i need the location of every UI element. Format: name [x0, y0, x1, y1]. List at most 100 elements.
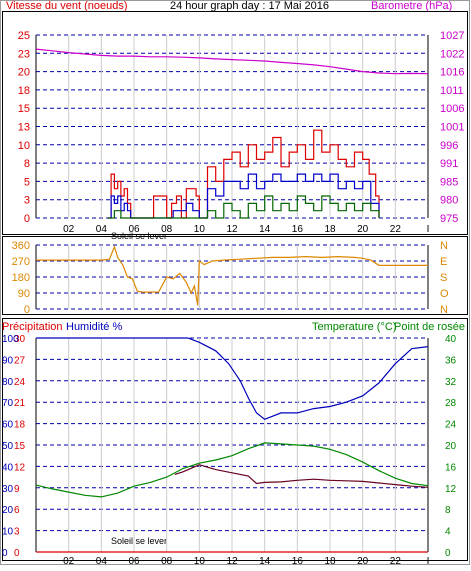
- wind-tick-label: 8: [24, 158, 30, 170]
- baro-tick-label: 1006: [440, 103, 464, 115]
- wind-tick-label: 18: [18, 85, 30, 97]
- climate-x-tick: 22: [390, 556, 402, 566]
- temperature-tick-label: 20: [445, 441, 457, 452]
- baro-tick-label: 1011: [440, 85, 464, 97]
- baro-tick-label: 980: [440, 195, 458, 207]
- wind-x-tick: 20: [357, 224, 369, 235]
- direction-compass-label: S: [440, 272, 447, 284]
- direction-tick-label: 180: [12, 272, 30, 284]
- humidity-tick-label: 80: [2, 377, 14, 388]
- direction-compass-label: E: [440, 256, 447, 268]
- wind-x-tick: 02: [63, 224, 75, 235]
- wind-x-tick: 14: [259, 224, 271, 235]
- wind-speed-label: Vitesse du vent (noeuds): [6, 0, 127, 12]
- wind-minimum-series: [107, 195, 380, 219]
- direction-series-line: [36, 244, 428, 306]
- temperature-tick-label: 4: [445, 527, 451, 538]
- temperature-series-line: [35, 442, 429, 498]
- direction-tick-label: 270: [12, 256, 30, 268]
- temperature-tick-label: 8: [445, 505, 451, 516]
- wind-tick-label: 3: [24, 195, 30, 207]
- temperature-tick-label: 40: [445, 334, 457, 345]
- wind-gust-series: [107, 129, 380, 219]
- precip-tick-label: 15: [14, 441, 26, 452]
- baro-tick-label: 985: [440, 176, 458, 188]
- climate-panel-frame: [2, 318, 468, 561]
- temperature-tick-label: 36: [445, 355, 457, 366]
- sunrise-label-bottom: Soleil se lever: [111, 536, 167, 546]
- climate-x-tick: 04: [96, 556, 108, 566]
- precip-tick-label: 6: [14, 505, 20, 516]
- wind-tick-label: 23: [18, 48, 30, 60]
- climate-x-tick: 14: [259, 556, 271, 566]
- precip-tick-label: 12: [14, 462, 26, 473]
- temperature-tick-label: 32: [445, 377, 457, 388]
- direction-tick-label: 90: [18, 288, 30, 300]
- wind-tick-label: 10: [18, 140, 30, 152]
- direction-tick-label: 360: [12, 240, 30, 252]
- direction-compass-label: N: [440, 304, 448, 316]
- wind-x-tick: I: [427, 224, 430, 235]
- wind-x-tick: 18: [324, 224, 336, 235]
- climate-x-tick: 20: [357, 556, 369, 566]
- climate-x-tick: 18: [324, 556, 336, 566]
- climate-x-tick: 10: [194, 556, 206, 566]
- humidity-tick-label: 90: [2, 355, 14, 366]
- wind-tick-label: 15: [18, 103, 30, 115]
- wind-x-tick: 22: [390, 224, 402, 235]
- climate-x-tick: 02: [63, 556, 75, 566]
- wind-average-series: [107, 173, 380, 219]
- wind-tick-label: 20: [18, 67, 30, 79]
- baro-tick-label: 996: [440, 140, 458, 152]
- direction-panel-frame: [2, 236, 468, 315]
- humidity-tick-label: 60: [2, 420, 14, 431]
- baro-tick-label: 1027: [440, 30, 464, 42]
- baro-tick-label: 975: [440, 213, 458, 225]
- climate-x-tick: I: [427, 556, 430, 566]
- sunrise-label-top: Soleil se lever: [111, 231, 167, 241]
- baro-tick-label: 1016: [440, 67, 464, 79]
- temperature-tick-label: 28: [445, 398, 457, 409]
- precip-tick-label: 24: [14, 377, 26, 388]
- wind-x-tick: 04: [96, 224, 108, 235]
- direction-tick-label: 0: [24, 304, 30, 316]
- baro-tick-label: 1001: [440, 122, 464, 134]
- humidity-series-line: [36, 337, 429, 420]
- wind-panel-frame: [2, 11, 468, 235]
- direction-compass-label: O: [440, 288, 449, 300]
- precip-tick-label: 27: [14, 355, 26, 366]
- precip-tick-label: 9: [14, 484, 20, 495]
- humidity-tick-label: 70: [2, 398, 14, 409]
- climate-x-tick: 16: [292, 556, 304, 566]
- precipitation-label: Précipitation: [2, 321, 63, 333]
- humidity-tick-label: 10: [2, 527, 14, 538]
- temperature-tick-label: 24: [445, 420, 457, 431]
- graph-title: 24 hour graph day : 17 Mai 2016: [170, 0, 329, 12]
- precip-tick-label: 3: [14, 527, 20, 538]
- barometer-series-line: [35, 48, 429, 75]
- wind-tick-label: 25: [18, 30, 30, 42]
- temperature-tick-label: 12: [445, 484, 457, 495]
- chart-layer: 0358101315182023259759809859919961001100…: [2, 30, 464, 567]
- dewpoint-series-line: [174, 464, 429, 488]
- precip-tick-label: 21: [14, 398, 26, 409]
- precip-tick-label: 0: [14, 548, 20, 559]
- precip-tick-label: 30: [14, 334, 26, 345]
- climate-x-tick: 08: [161, 556, 173, 566]
- barometer-label: Barometre (hPa): [371, 0, 452, 12]
- baro-tick-label: 1022: [440, 48, 464, 60]
- dewpoint-label: Point de rosée: [394, 321, 465, 333]
- wind-x-tick: 06: [128, 224, 140, 235]
- wind-tick-label: 13: [18, 122, 30, 134]
- humidity-tick-label: 30: [2, 484, 14, 495]
- temperature-tick-label: 16: [445, 462, 457, 473]
- humidity-tick-label: 0: [2, 548, 8, 559]
- humidity-tick-label: 20: [2, 505, 14, 516]
- precip-tick-label: 18: [14, 420, 26, 431]
- wind-x-tick: 12: [226, 224, 238, 235]
- climate-x-tick: 12: [226, 556, 238, 566]
- climate-x-tick: 06: [128, 556, 140, 566]
